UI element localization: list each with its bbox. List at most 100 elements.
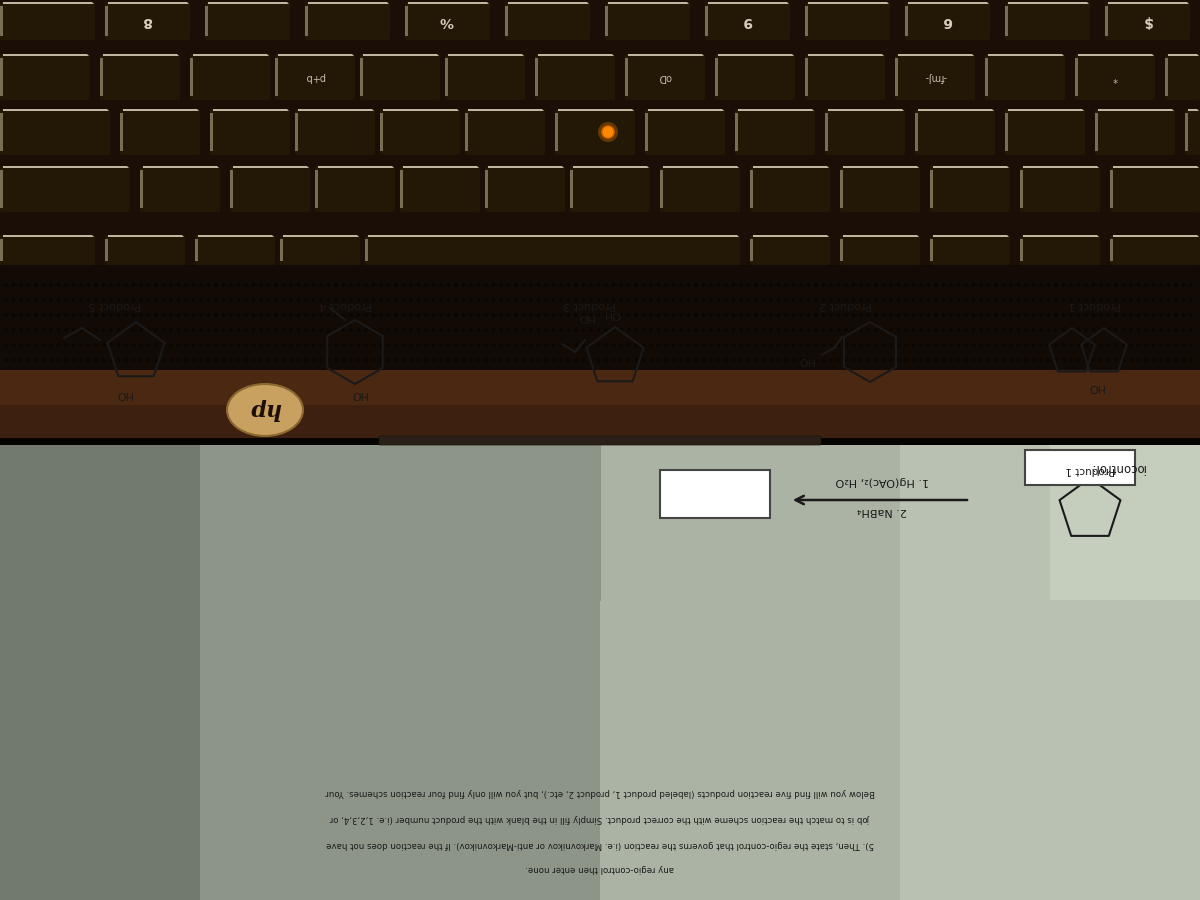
Circle shape xyxy=(1046,313,1050,317)
Circle shape xyxy=(432,358,436,362)
Circle shape xyxy=(252,284,256,287)
Polygon shape xyxy=(646,113,648,151)
Circle shape xyxy=(949,358,953,362)
Circle shape xyxy=(19,298,23,302)
Circle shape xyxy=(49,343,53,346)
Circle shape xyxy=(515,343,518,346)
Circle shape xyxy=(289,358,293,362)
Circle shape xyxy=(716,298,720,302)
Circle shape xyxy=(522,298,526,302)
Circle shape xyxy=(598,122,618,142)
Circle shape xyxy=(882,298,886,302)
Polygon shape xyxy=(140,170,143,208)
Circle shape xyxy=(439,284,443,287)
Circle shape xyxy=(425,328,428,332)
Circle shape xyxy=(642,328,646,332)
Circle shape xyxy=(1032,284,1036,287)
Circle shape xyxy=(852,313,856,317)
Circle shape xyxy=(206,298,210,302)
Circle shape xyxy=(1054,328,1058,332)
Circle shape xyxy=(575,284,578,287)
Circle shape xyxy=(836,343,840,346)
Circle shape xyxy=(1159,343,1163,346)
Circle shape xyxy=(132,358,136,362)
Circle shape xyxy=(776,343,780,346)
Circle shape xyxy=(379,313,383,317)
Polygon shape xyxy=(448,54,524,56)
Circle shape xyxy=(402,284,406,287)
Circle shape xyxy=(545,284,547,287)
Polygon shape xyxy=(808,54,884,56)
Circle shape xyxy=(305,343,307,346)
Circle shape xyxy=(755,343,758,346)
Circle shape xyxy=(229,284,233,287)
Circle shape xyxy=(1039,298,1043,302)
Circle shape xyxy=(26,298,30,302)
Circle shape xyxy=(725,298,727,302)
Text: 5). Then, state the regio-control that governs the reaction (i.e. Markovnikov or: 5). Then, state the regio-control that g… xyxy=(326,840,874,849)
Circle shape xyxy=(229,313,233,317)
Polygon shape xyxy=(905,6,908,36)
Circle shape xyxy=(5,343,8,346)
Circle shape xyxy=(694,298,698,302)
Circle shape xyxy=(1009,284,1013,287)
Circle shape xyxy=(365,284,368,287)
Circle shape xyxy=(942,343,946,346)
Circle shape xyxy=(605,343,607,346)
Circle shape xyxy=(635,358,638,362)
Circle shape xyxy=(852,358,856,362)
Circle shape xyxy=(515,284,518,287)
Circle shape xyxy=(206,328,210,332)
Circle shape xyxy=(65,284,68,287)
Circle shape xyxy=(394,313,398,317)
Polygon shape xyxy=(2,54,89,56)
Circle shape xyxy=(935,298,938,302)
Circle shape xyxy=(125,328,128,332)
Circle shape xyxy=(545,343,547,346)
Circle shape xyxy=(665,358,667,362)
Text: 2. NaBH₄: 2. NaBH₄ xyxy=(857,506,907,516)
FancyBboxPatch shape xyxy=(190,54,270,100)
Polygon shape xyxy=(808,2,889,4)
Circle shape xyxy=(162,313,166,317)
FancyBboxPatch shape xyxy=(840,166,920,212)
Circle shape xyxy=(176,298,180,302)
Circle shape xyxy=(282,328,286,332)
Circle shape xyxy=(806,284,810,287)
Circle shape xyxy=(5,284,8,287)
Circle shape xyxy=(619,358,623,362)
Circle shape xyxy=(882,313,886,317)
Circle shape xyxy=(709,343,713,346)
Circle shape xyxy=(905,343,908,346)
Polygon shape xyxy=(485,170,488,208)
Text: OH: OH xyxy=(604,309,620,319)
Circle shape xyxy=(469,328,473,332)
Circle shape xyxy=(656,284,660,287)
Circle shape xyxy=(116,313,120,317)
FancyBboxPatch shape xyxy=(379,436,821,445)
Polygon shape xyxy=(558,109,634,111)
Circle shape xyxy=(649,284,653,287)
Circle shape xyxy=(965,343,967,346)
Circle shape xyxy=(814,328,818,332)
Circle shape xyxy=(245,328,248,332)
Circle shape xyxy=(725,284,727,287)
Circle shape xyxy=(214,328,218,332)
Circle shape xyxy=(26,284,30,287)
Circle shape xyxy=(836,358,840,362)
Circle shape xyxy=(229,298,233,302)
Circle shape xyxy=(874,284,878,287)
FancyBboxPatch shape xyxy=(706,2,790,40)
Circle shape xyxy=(942,298,946,302)
Circle shape xyxy=(372,358,376,362)
Circle shape xyxy=(845,284,847,287)
Circle shape xyxy=(732,298,736,302)
Circle shape xyxy=(1084,358,1087,362)
Circle shape xyxy=(1175,284,1178,287)
Polygon shape xyxy=(1075,58,1078,96)
Circle shape xyxy=(1076,328,1080,332)
Circle shape xyxy=(154,358,158,362)
Circle shape xyxy=(146,328,150,332)
Polygon shape xyxy=(368,235,739,237)
Circle shape xyxy=(582,313,586,317)
